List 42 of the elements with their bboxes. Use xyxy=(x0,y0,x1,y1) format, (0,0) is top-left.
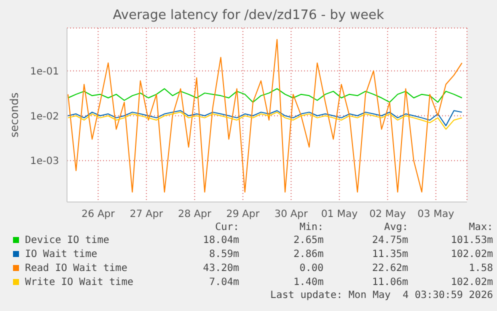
text: 101.53m xyxy=(450,234,494,248)
x-tick-label: 02 May xyxy=(369,209,406,220)
text: 102.02m xyxy=(450,276,494,290)
text: 8.59m xyxy=(208,248,240,262)
y-tick-label: 1e-02 xyxy=(30,111,59,122)
text: 2.65m xyxy=(292,234,325,248)
legend-label: Read IO Wait time xyxy=(24,262,128,276)
y-tick-label: 1e-01 xyxy=(30,66,59,78)
text: 102.02m xyxy=(450,248,494,262)
text: 2.86m xyxy=(292,248,325,262)
x-tick-label: 29 Apr xyxy=(226,209,260,220)
line-series xyxy=(68,38,462,193)
text: 7.04m xyxy=(208,276,240,290)
text: Max: xyxy=(468,222,494,234)
line-series xyxy=(68,88,462,103)
text: 11.35m xyxy=(371,248,410,262)
x-tick-label: 28 Apr xyxy=(178,209,212,220)
text: Cur: xyxy=(214,222,240,234)
x-tick-label: 27 Apr xyxy=(130,209,164,220)
x-tick-label: 30 Apr xyxy=(274,209,309,220)
text: 24.75m xyxy=(371,234,410,248)
x-tick-label: 26 Apr xyxy=(82,209,116,220)
line-series xyxy=(68,112,462,130)
text: Min: xyxy=(298,222,325,234)
x-tick-label: 03 May xyxy=(418,209,454,220)
chart-title: Average latency for /dev/zd176 - by week xyxy=(112,8,386,23)
text: Last update: Mon May 4 03:30:59 2026 xyxy=(269,290,494,302)
text: 0.00 xyxy=(298,262,325,276)
text: 43.20m xyxy=(202,262,240,276)
y-tick-label: 1e-03 xyxy=(30,156,59,168)
text: 11.06m xyxy=(371,276,410,290)
legend-label: IO Wait time xyxy=(24,248,98,262)
legend-label: Device IO time xyxy=(24,234,110,248)
legend-label: Write IO Wait time xyxy=(24,276,134,290)
line-series xyxy=(68,110,462,126)
y-axis-title: seconds xyxy=(8,92,21,138)
text: 22.62m xyxy=(371,262,410,276)
text: Avg: xyxy=(383,222,410,234)
text: 1.58 xyxy=(468,262,494,276)
text: 1.40m xyxy=(292,276,325,290)
x-tick-label: 01 May xyxy=(321,209,358,220)
text: 18.04m xyxy=(202,234,240,248)
